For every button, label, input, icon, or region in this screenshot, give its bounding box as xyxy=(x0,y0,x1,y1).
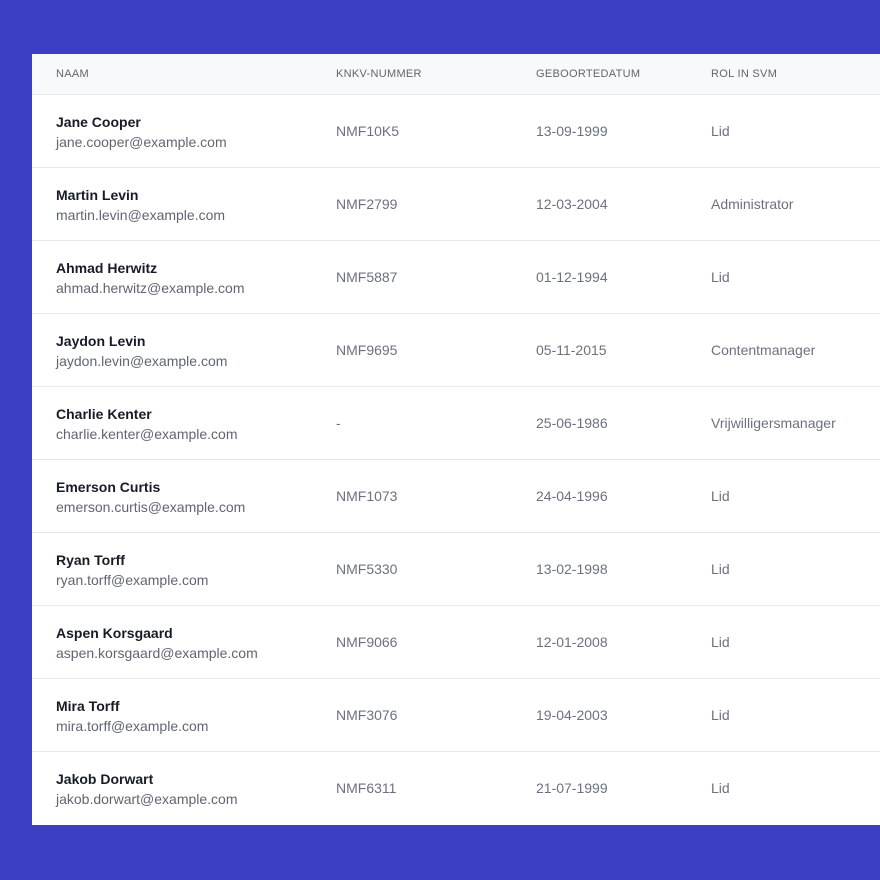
column-header-knkv[interactable]: KNKV-NUMMER xyxy=(336,68,422,80)
member-role: Lid xyxy=(711,488,730,504)
birth-date: 12-03-2004 xyxy=(536,196,608,212)
knkv-number: NMF9695 xyxy=(336,342,398,358)
member-role: Administrator xyxy=(711,196,794,212)
table-row[interactable]: Jakob Dorwart jakob.dorwart@example.com NM… xyxy=(32,752,880,824)
table-row[interactable]: Aspen Korsgaard aspen.korsgaard@example.c… xyxy=(32,606,880,679)
knkv-number: NMF5330 xyxy=(336,561,398,577)
birth-date: 25-06-1986 xyxy=(536,415,608,431)
table-row[interactable]: Charlie Kenter charlie.kenter@example.com… xyxy=(32,387,880,460)
member-name: Jaydon Levin xyxy=(56,333,146,349)
member-role: Vrijwilligersmanager xyxy=(711,415,836,431)
member-role: Lid xyxy=(711,780,730,796)
knkv-number: - xyxy=(336,415,341,431)
member-name: Martin Levin xyxy=(56,187,139,203)
member-role: Lid xyxy=(711,707,730,723)
knkv-number: NMF10K5 xyxy=(336,123,400,139)
member-role: Lid xyxy=(711,561,730,577)
member-name: Emerson Curtis xyxy=(56,479,161,495)
member-email: ryan.torff@example.com xyxy=(56,572,209,588)
knkv-number: NMF3076 xyxy=(336,707,398,723)
members-table: NAAM KNKV-NUMMER GEBOORTEDATUM ROL IN SV… xyxy=(32,54,880,825)
knkv-number: NMF5887 xyxy=(336,269,398,285)
member-name: Charlie Kenter xyxy=(56,406,152,422)
birth-date: 19-04-2003 xyxy=(536,707,608,723)
birth-date: 21-07-1999 xyxy=(536,780,608,796)
knkv-number: NMF9066 xyxy=(336,634,398,650)
column-header-dob[interactable]: GEBOORTEDATUM xyxy=(536,68,641,80)
table-row[interactable]: Ahmad Herwitz ahmad.herwitz@example.com NM… xyxy=(32,241,880,314)
birth-date: 01-12-1994 xyxy=(536,269,608,285)
table-header: NAAM KNKV-NUMMER GEBOORTEDATUM ROL IN SV… xyxy=(32,54,880,95)
table-row[interactable]: Ryan Torff ryan.torff@example.com NMF5330 1… xyxy=(32,533,880,606)
member-email: ahmad.herwitz@example.com xyxy=(56,280,245,296)
member-name: Mira Torff xyxy=(56,698,120,714)
member-email: jakob.dorwart@example.com xyxy=(56,791,238,807)
member-email: martin.levin@example.com xyxy=(56,207,226,223)
table-row[interactable]: Jane Cooper jane.cooper@example.com NMF10K… xyxy=(32,95,880,168)
member-name: Jane Cooper xyxy=(56,114,141,130)
birth-date: 13-09-1999 xyxy=(536,123,608,139)
member-role: Lid xyxy=(711,123,730,139)
member-email: jaydon.levin@example.com xyxy=(56,353,228,369)
member-email: jane.cooper@example.com xyxy=(56,134,227,150)
member-email: aspen.korsgaard@example.com xyxy=(56,645,258,661)
column-header-name[interactable]: NAAM xyxy=(56,68,89,80)
birth-date: 05-11-2015 xyxy=(536,342,607,358)
column-header-role[interactable]: ROL IN SVM xyxy=(711,68,778,80)
birth-date: 12-01-2008 xyxy=(536,634,608,650)
member-name: Jakob Dorwart xyxy=(56,771,154,787)
member-name: Ahmad Herwitz xyxy=(56,260,158,276)
member-email: charlie.kenter@example.com xyxy=(56,426,238,442)
member-name: Aspen Korsgaard xyxy=(56,625,173,641)
knkv-number: NMF2799 xyxy=(336,196,398,212)
table-row[interactable]: Mira Torff mira.torff@example.com NMF3076 1… xyxy=(32,679,880,752)
member-email: emerson.curtis@example.com xyxy=(56,499,246,515)
member-role: Contentmanager xyxy=(711,342,816,358)
birth-date: 24-04-1996 xyxy=(536,488,608,504)
member-name: Ryan Torff xyxy=(56,552,125,568)
member-role: Lid xyxy=(711,634,730,650)
table-body: Jane Cooper jane.cooper@example.com NMF10K… xyxy=(32,95,880,824)
birth-date: 13-02-1998 xyxy=(536,561,608,577)
member-role: Lid xyxy=(711,269,730,285)
member-email: mira.torff@example.com xyxy=(56,718,209,734)
table-row[interactable]: Emerson Curtis emerson.curtis@example.com… xyxy=(32,460,880,533)
table-row[interactable]: Martin Levin martin.levin@example.com NMF2… xyxy=(32,168,880,241)
table-row[interactable]: Jaydon Levin jaydon.levin@example.com NMF9… xyxy=(32,314,880,387)
knkv-number: NMF6311 xyxy=(336,780,397,796)
knkv-number: NMF1073 xyxy=(336,488,398,504)
